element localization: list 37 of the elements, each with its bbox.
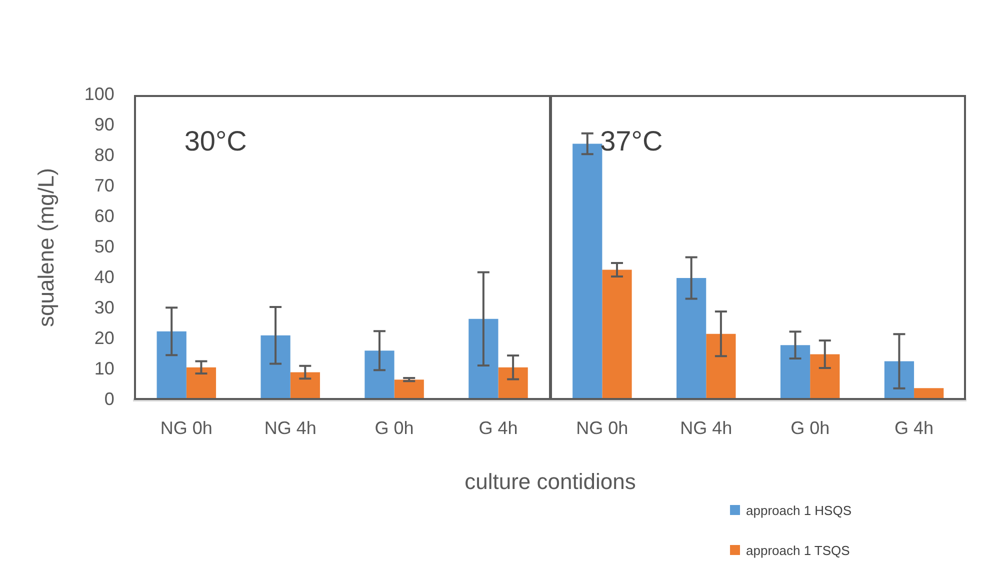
- annotation: 37°C: [600, 126, 663, 157]
- y-tick-label: 10: [94, 358, 114, 378]
- x-axis-title: culture contidions: [464, 468, 636, 494]
- x-tick-label: NG 0h: [160, 418, 212, 438]
- y-tick-label: 50: [94, 236, 114, 256]
- bar: [156, 331, 186, 400]
- y-tick-label: 100: [84, 84, 114, 104]
- legend-label: approach 1 HSQS: [746, 502, 852, 518]
- bar: [602, 270, 632, 400]
- x-tick-label: G 0h: [790, 418, 830, 438]
- y-tick-label: 0: [104, 388, 114, 409]
- x-tick-label: NG 4h: [264, 418, 316, 438]
- y-tick-label: 30: [94, 297, 114, 318]
- bar: [706, 334, 736, 400]
- y-axis-title: squalene (mg/L): [33, 168, 58, 327]
- bar: [468, 318, 498, 400]
- y-tick-label: 80: [94, 144, 114, 165]
- bar: [186, 367, 216, 400]
- x-tick-label: G 0h: [374, 418, 414, 438]
- y-tick-label: 20: [94, 328, 114, 348]
- bar: [676, 278, 706, 400]
- bar: [498, 367, 528, 400]
- bar: [780, 345, 810, 400]
- bar: [364, 350, 394, 400]
- bar: [810, 354, 840, 400]
- bar: [260, 335, 290, 400]
- x-tick-label: G 4h: [894, 418, 934, 438]
- y-tick-label: 90: [94, 114, 114, 134]
- bar: [572, 144, 602, 400]
- legend-label: approach 1 TSQS: [746, 542, 850, 558]
- x-tick-label: G 4h: [478, 418, 518, 438]
- y-tick-label: 60: [94, 206, 114, 226]
- annotation: 30°C: [184, 126, 247, 157]
- y-tick-label: 70: [94, 175, 114, 196]
- x-tick-label: NG 4h: [680, 418, 732, 438]
- x-tick-label: NG 0h: [576, 418, 628, 438]
- y-tick-label: 40: [94, 266, 114, 287]
